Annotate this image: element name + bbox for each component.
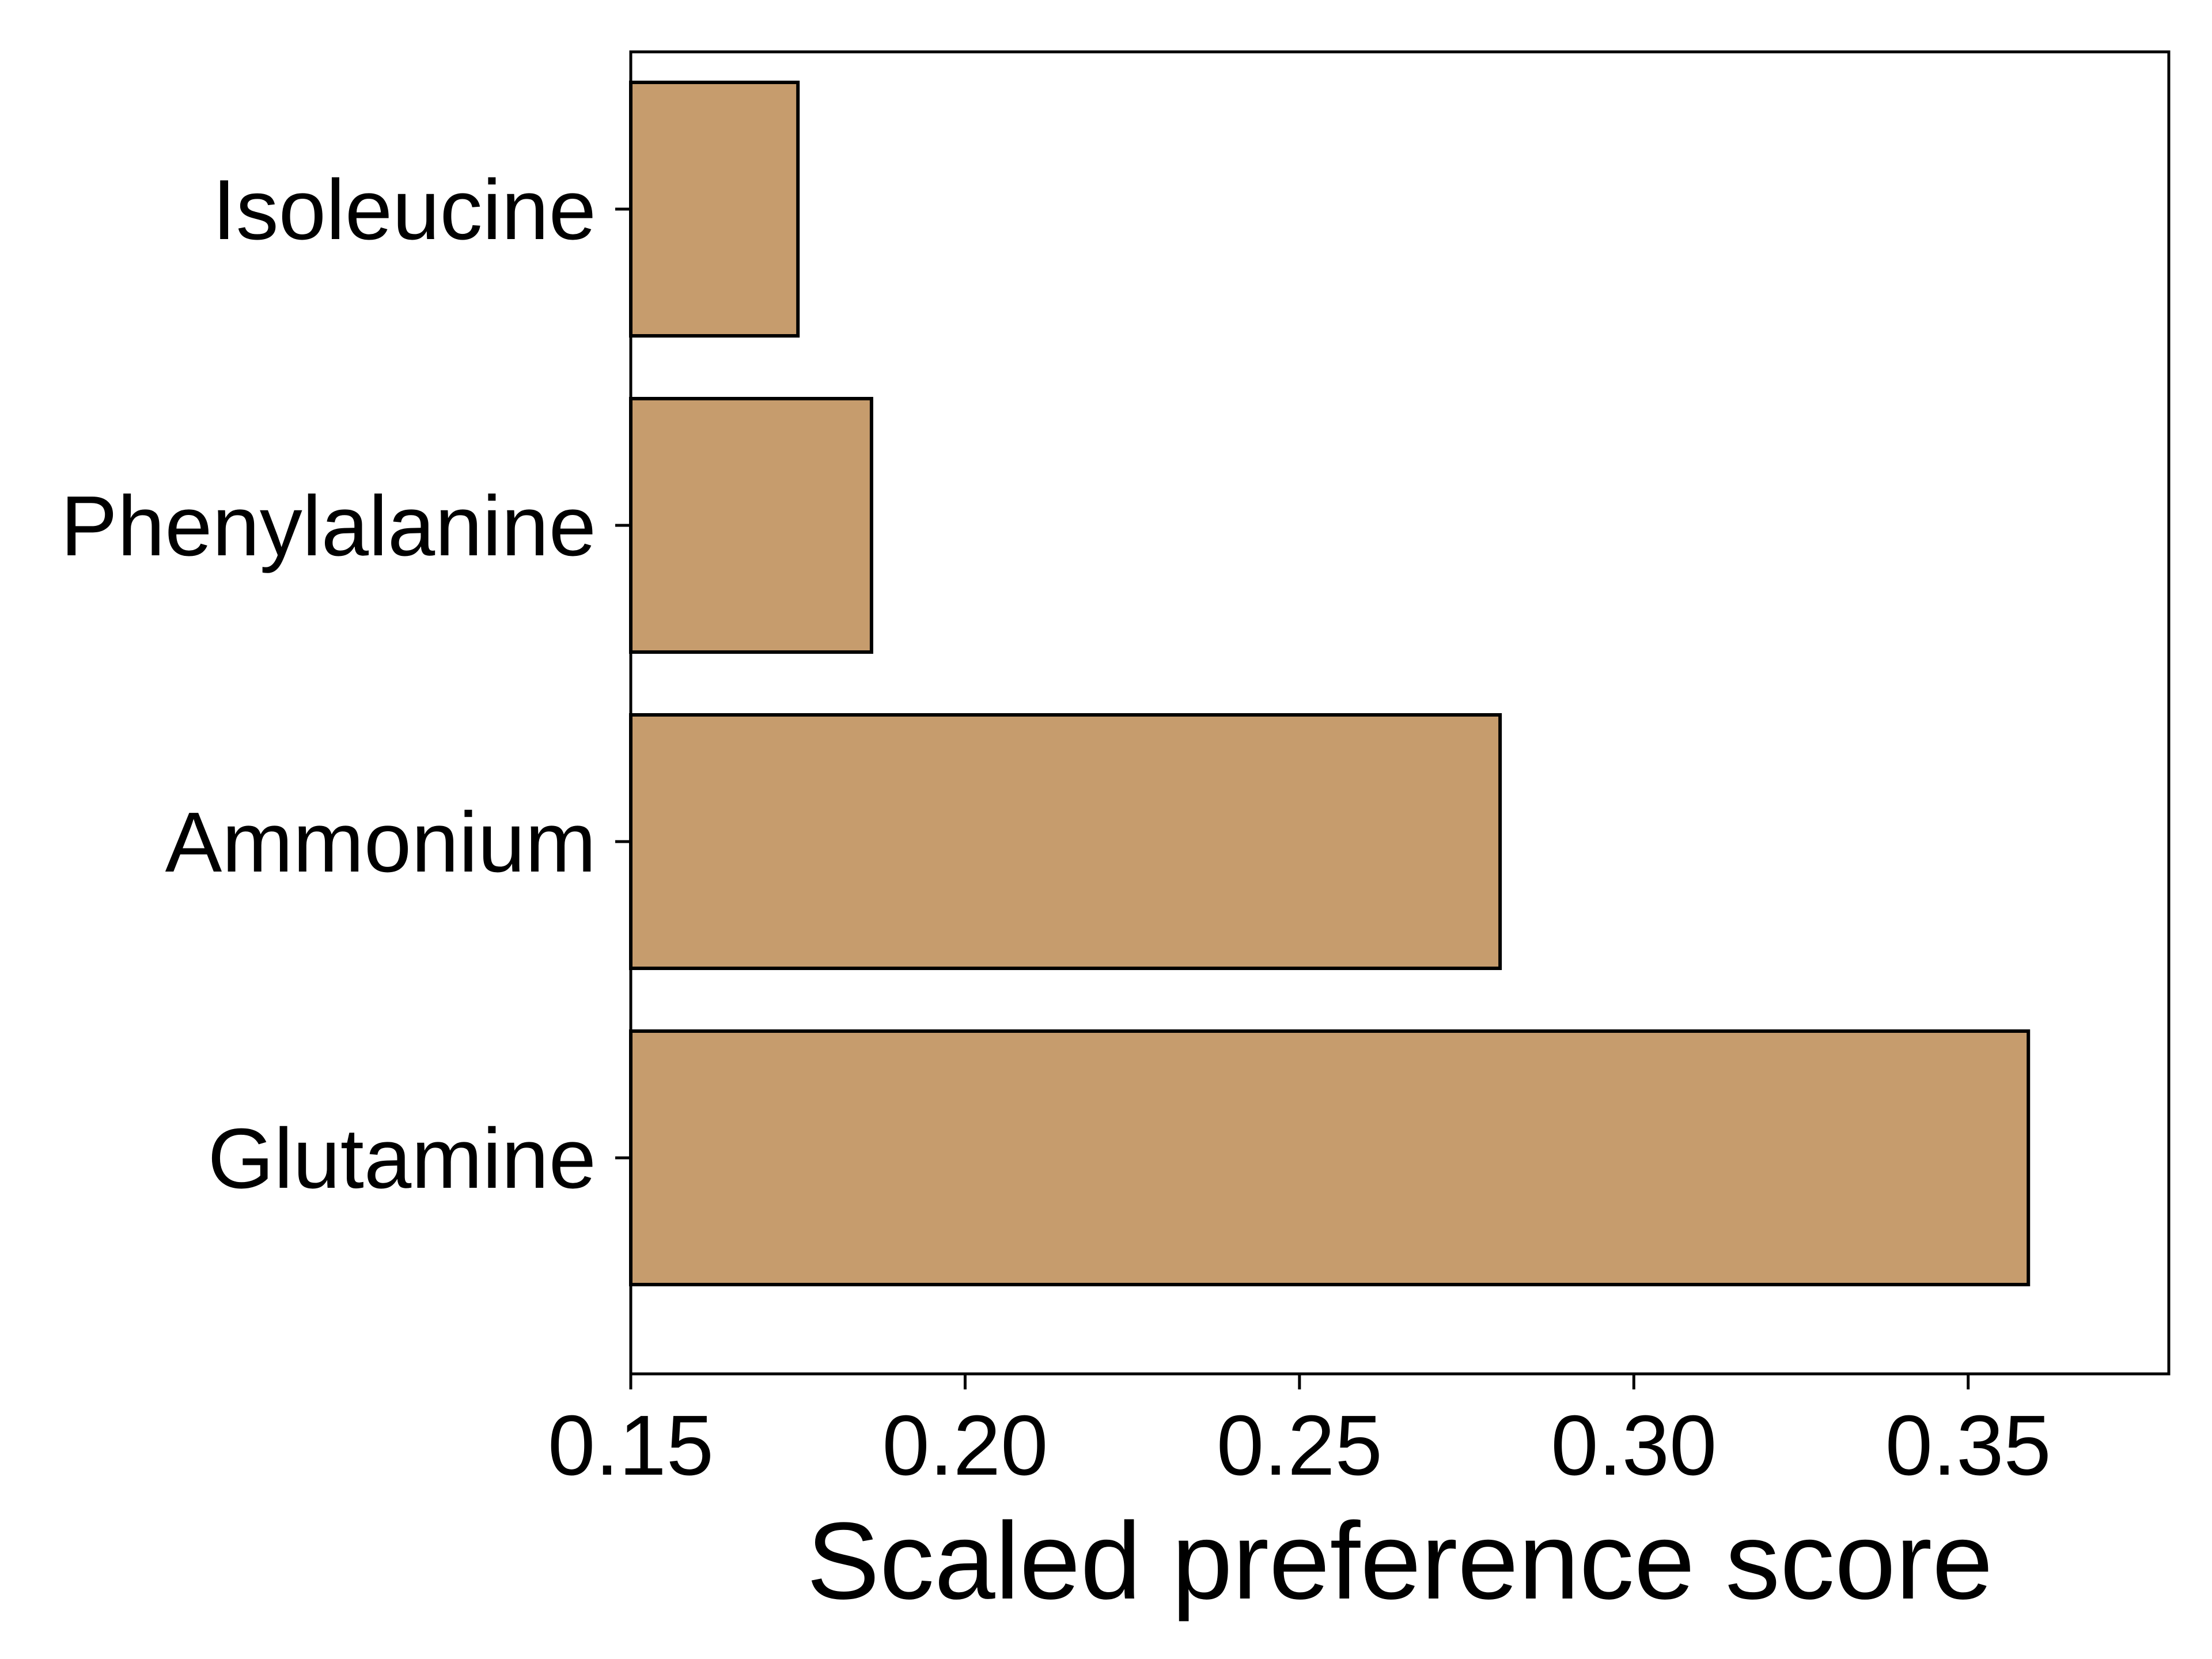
x-axis-label: Scaled preference score — [806, 1500, 1993, 1622]
y-axis: Isoleucine Phenylalanine Ammonium Glutamine — [60, 162, 631, 1206]
y-tick-label-isoleucine: Isoleucine — [213, 162, 596, 257]
bar-glutamine — [629, 1029, 2031, 1286]
x-tick-label-2: 0.25 — [1217, 1398, 1382, 1493]
x-tick-label-3: 0.30 — [1551, 1398, 1717, 1493]
y-tick-label-ammonium: Ammonium — [165, 795, 596, 890]
bar-phenylalanine — [629, 397, 873, 654]
bar-isoleucine — [629, 81, 800, 338]
y-tick-label-glutamine: Glutamine — [207, 1111, 596, 1206]
y-tick-label-phenylalanine: Phenylalanine — [60, 479, 596, 574]
plot-frame — [629, 50, 2171, 1376]
x-tick-label-0: 0.15 — [548, 1398, 714, 1493]
bar-ammonium — [629, 713, 1502, 970]
x-axis: 0.15 0.20 0.25 0.30 0.35 — [548, 1374, 2051, 1493]
x-tick-label-4: 0.35 — [1885, 1398, 2051, 1493]
x-tick-label-1: 0.20 — [882, 1398, 1048, 1493]
bars-group — [629, 81, 2031, 1286]
